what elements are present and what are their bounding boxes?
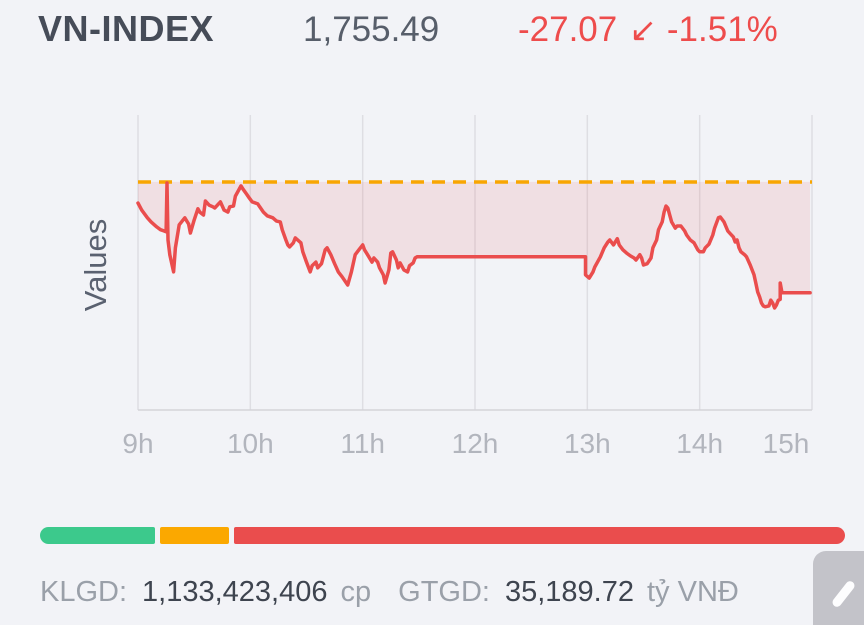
x-axis-tick: 13h bbox=[563, 428, 611, 459]
volume-value: 1,133,423,406 bbox=[142, 576, 328, 608]
volume-unit: cp bbox=[340, 576, 372, 608]
price-line bbox=[136, 181, 812, 310]
breadth-segment-decliners bbox=[233, 527, 845, 544]
x-axis-tick: 14h bbox=[676, 428, 724, 459]
change-points: -27.07 bbox=[518, 10, 618, 49]
floating-widget[interactable] bbox=[813, 551, 864, 625]
x-axis-tick: 12h bbox=[451, 428, 499, 459]
breadth-segment-advancers bbox=[40, 527, 156, 544]
volume-label: KLGD: bbox=[40, 576, 128, 608]
trading-stats: KLGD: 1,133,423,406 cp GTGD: 35,189.72 t… bbox=[40, 576, 850, 609]
index-change: -27.07 ↙ -1.51% bbox=[518, 10, 778, 50]
chart-canvas[interactable] bbox=[0, 0, 864, 480]
x-axis-tick: 15h bbox=[762, 428, 810, 459]
change-percent: -1.51% bbox=[666, 10, 778, 49]
x-axis: 9h 10h 11h 12h 13h 14h 15h bbox=[0, 428, 864, 468]
x-axis-tick: 10h bbox=[226, 428, 274, 459]
turnover-unit: tỷ VNĐ bbox=[647, 576, 739, 608]
turnover-label: GTGD: bbox=[398, 576, 490, 608]
x-axis-tick: 9h bbox=[122, 428, 154, 459]
index-name: VN-INDEX bbox=[38, 8, 215, 49]
breadth-segment-unchanged bbox=[160, 527, 229, 544]
index-header: VN-INDEX 1,755.49 -27.07 ↙ -1.51% bbox=[0, 0, 864, 70]
index-value: 1,755.49 bbox=[303, 10, 440, 49]
down-trend-arrow-icon: ↙ bbox=[629, 11, 657, 48]
market-breadth-bar bbox=[40, 527, 845, 544]
loss-area-fill bbox=[138, 181, 811, 308]
turnover-value: 35,189.72 bbox=[504, 576, 634, 608]
intraday-chart[interactable]: Values 9h 10h 11h 12h 13h 14h 15h bbox=[0, 70, 864, 480]
x-axis-tick: 11h bbox=[340, 428, 385, 459]
